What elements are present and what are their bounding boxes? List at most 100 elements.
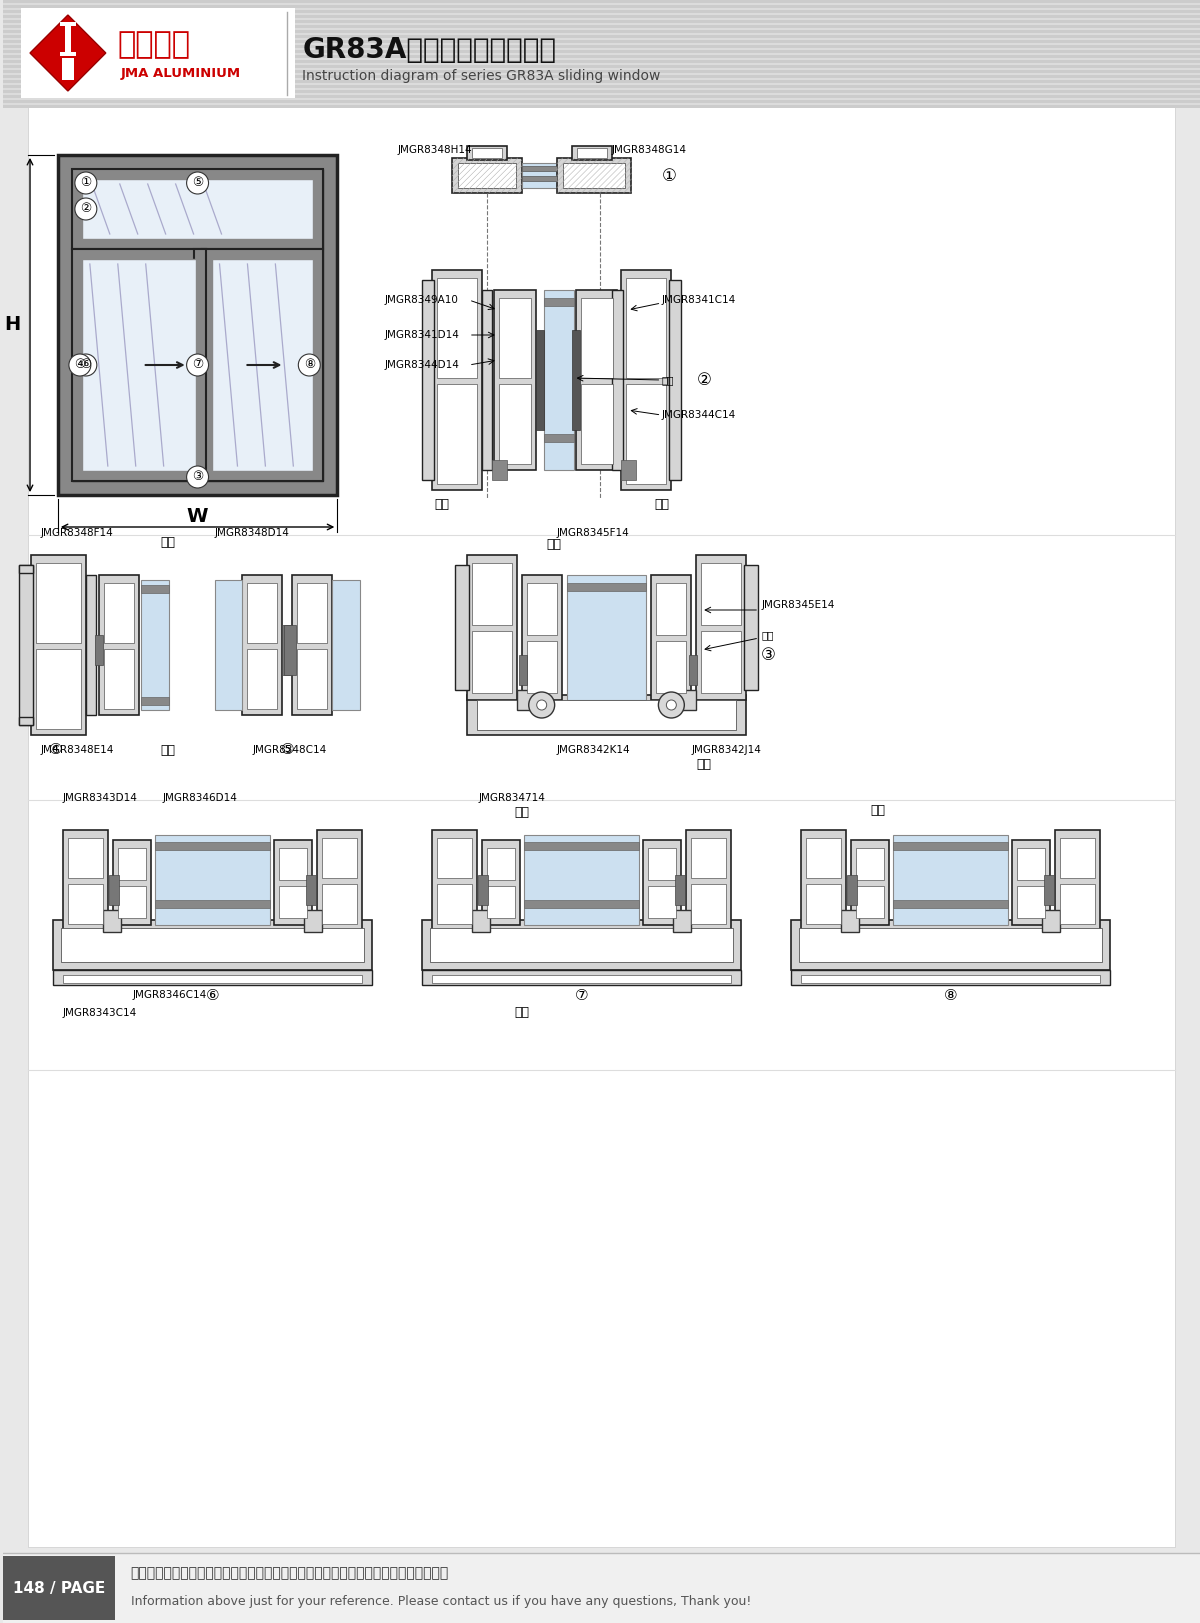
- Bar: [458, 162, 516, 188]
- Bar: [791, 920, 1110, 971]
- Bar: [211, 260, 313, 471]
- Bar: [306, 875, 317, 906]
- Bar: [523, 842, 640, 850]
- Bar: [82, 260, 196, 471]
- Bar: [499, 299, 530, 378]
- Bar: [68, 837, 103, 878]
- Bar: [432, 975, 731, 984]
- Bar: [1061, 837, 1096, 878]
- Bar: [4, 96, 1200, 97]
- Bar: [4, 0, 1200, 3]
- Bar: [744, 565, 758, 690]
- Circle shape: [68, 354, 91, 377]
- Circle shape: [299, 354, 320, 377]
- Bar: [193, 248, 205, 480]
- Bar: [527, 641, 557, 693]
- Text: ②: ②: [696, 372, 712, 390]
- Bar: [517, 690, 536, 709]
- Bar: [571, 329, 580, 430]
- Bar: [155, 842, 270, 850]
- Bar: [430, 928, 733, 962]
- Text: ⑧: ⑧: [304, 359, 314, 372]
- Bar: [1044, 875, 1055, 906]
- Bar: [677, 690, 696, 709]
- Bar: [856, 847, 884, 880]
- Bar: [62, 975, 362, 984]
- Circle shape: [187, 354, 209, 377]
- Text: JMGR834714: JMGR834714: [479, 794, 545, 803]
- Bar: [487, 886, 515, 919]
- Bar: [86, 575, 96, 716]
- Bar: [467, 146, 506, 161]
- Bar: [4, 5, 1200, 8]
- Bar: [4, 75, 1200, 78]
- Bar: [689, 656, 697, 685]
- Bar: [472, 631, 511, 693]
- Text: JMGR8348D14: JMGR8348D14: [215, 527, 290, 537]
- Bar: [527, 583, 557, 635]
- Text: 图中所示型材截面、装配、编号、尺寸及重量仅供参考。如有疑问，请向本公司查询。: 图中所示型材截面、装配、编号、尺寸及重量仅供参考。如有疑问，请向本公司查询。: [131, 1566, 449, 1581]
- Text: Information above just for your reference. Please contact us if you have any que: Information above just for your referenc…: [131, 1594, 751, 1607]
- Text: 148 / PAGE: 148 / PAGE: [13, 1581, 106, 1595]
- Text: ⑦: ⑦: [575, 987, 588, 1003]
- Text: Instruction diagram of series GR83A sliding window: Instruction diagram of series GR83A slid…: [302, 70, 661, 83]
- Text: ①: ①: [80, 177, 91, 190]
- Text: 滑轮: 滑轮: [761, 630, 774, 639]
- Text: 室外: 室外: [696, 758, 712, 771]
- Text: JMGR8348F14: JMGR8348F14: [41, 527, 114, 537]
- Bar: [472, 148, 502, 157]
- Bar: [4, 1553, 1200, 1623]
- Circle shape: [666, 700, 677, 709]
- Bar: [571, 146, 612, 161]
- Bar: [282, 625, 290, 675]
- Bar: [118, 847, 145, 880]
- Text: JMGR8341C14: JMGR8341C14: [661, 295, 736, 305]
- Bar: [61, 928, 364, 962]
- Bar: [467, 695, 746, 735]
- Text: 室内: 室内: [515, 805, 529, 818]
- Bar: [455, 565, 469, 690]
- Text: 室内: 室内: [547, 539, 562, 552]
- Circle shape: [529, 691, 554, 717]
- Bar: [4, 41, 1200, 42]
- Text: JMGR8348E14: JMGR8348E14: [41, 745, 114, 755]
- Bar: [437, 837, 472, 878]
- Bar: [643, 841, 682, 925]
- Bar: [280, 847, 307, 880]
- Text: JMGR8343D14: JMGR8343D14: [62, 794, 138, 803]
- Bar: [155, 834, 270, 925]
- Bar: [72, 169, 323, 248]
- Bar: [563, 162, 625, 188]
- Bar: [1018, 886, 1045, 919]
- Bar: [701, 631, 742, 693]
- Bar: [437, 278, 476, 378]
- Text: JMGR8348C14: JMGR8348C14: [252, 745, 326, 755]
- Text: ⑥: ⑥: [80, 359, 91, 372]
- Bar: [298, 583, 328, 643]
- Bar: [95, 635, 103, 665]
- Bar: [622, 459, 636, 480]
- Text: JMGR8345E14: JMGR8345E14: [761, 601, 834, 610]
- Text: JMGR8348H14: JMGR8348H14: [397, 144, 472, 156]
- Bar: [467, 555, 517, 700]
- Bar: [576, 291, 618, 471]
- Bar: [851, 841, 889, 925]
- Text: ④: ④: [74, 359, 85, 372]
- Bar: [53, 971, 372, 985]
- Bar: [1018, 847, 1045, 880]
- Bar: [36, 563, 80, 643]
- Bar: [4, 10, 1200, 13]
- Bar: [670, 281, 682, 480]
- Text: JMGR8344D14: JMGR8344D14: [384, 360, 458, 370]
- Text: 室外: 室外: [654, 498, 668, 511]
- Text: JMGR8346C14: JMGR8346C14: [133, 990, 206, 1000]
- Bar: [4, 45, 1200, 47]
- Bar: [802, 975, 1100, 984]
- Bar: [62, 829, 108, 930]
- Bar: [893, 842, 1008, 850]
- Bar: [62, 62, 74, 80]
- Bar: [482, 841, 520, 925]
- Circle shape: [187, 172, 209, 195]
- Bar: [656, 641, 686, 693]
- Bar: [893, 834, 1008, 925]
